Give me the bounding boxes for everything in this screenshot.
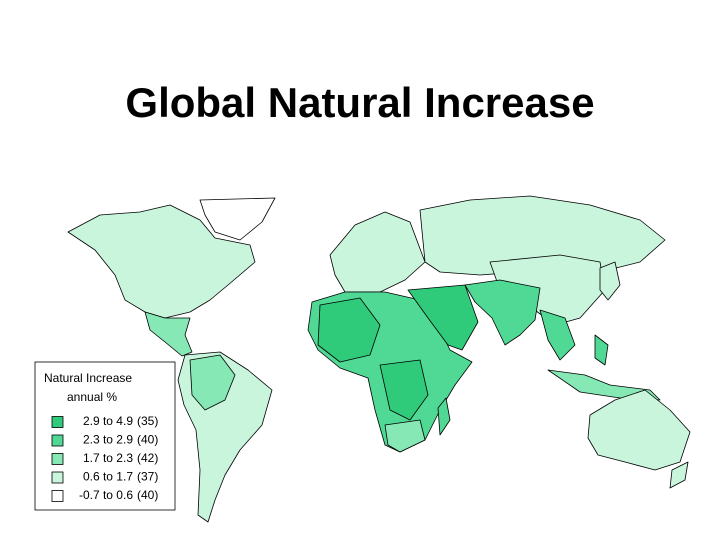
- southern-africa: [384, 419, 426, 453]
- legend-title: Natural Increase: [44, 371, 132, 385]
- legend-range: 2.9 to 4.9: [83, 414, 133, 428]
- west-africa: [317, 297, 381, 363]
- legend-swatch: [51, 416, 64, 428]
- philippines: [594, 334, 609, 366]
- legend-count: (40): [137, 488, 158, 502]
- south-asia: [464, 279, 541, 346]
- central-america: [144, 311, 193, 357]
- legend-swatch: [51, 434, 64, 447]
- indonesia: [547, 369, 661, 401]
- legend-swatch: [51, 471, 64, 484]
- legend-subtitle: annual %: [67, 390, 117, 404]
- legend-count: (35): [137, 414, 158, 428]
- legend: Natural Increase annual % 2.9 to 4.9 (35)…: [34, 361, 176, 511]
- central-africa: [379, 359, 429, 421]
- madagascar: [437, 397, 451, 436]
- southeast-asia: [539, 309, 576, 361]
- legend-range: 2.3 to 2.9: [83, 433, 133, 447]
- legend-range: 0.6 to 1.7: [83, 470, 133, 484]
- russia: [419, 195, 666, 276]
- world-map: [67, 195, 691, 523]
- slide-title: Global Natural Increase: [125, 79, 594, 126]
- legend-swatch: [51, 490, 64, 502]
- legend-swatch: [51, 453, 64, 465]
- legend-count: (40): [137, 433, 158, 447]
- legend-count: (42): [137, 451, 158, 465]
- japan: [599, 261, 621, 301]
- new-zealand: [669, 461, 689, 489]
- south-america-north: [189, 354, 236, 411]
- australia: [587, 389, 691, 471]
- legend-count: (37): [137, 470, 158, 484]
- north-america: [67, 204, 256, 319]
- legend-range: 1.7 to 2.3: [83, 451, 133, 465]
- legend-range: -0.7 to 0.6: [79, 488, 133, 502]
- greenland: [199, 197, 276, 241]
- europe: [329, 211, 426, 293]
